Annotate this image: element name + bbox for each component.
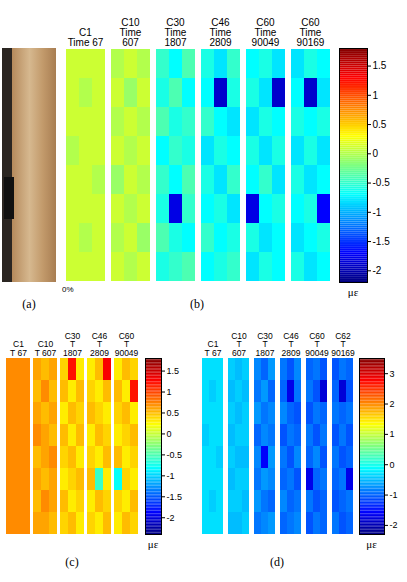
- svg-text:-2: -2: [373, 265, 382, 276]
- svg-text:C60Time90049: C60Time90049: [252, 17, 280, 48]
- svg-text:-1.5: -1.5: [373, 236, 391, 247]
- svg-text:C10T 607: C10T 607: [35, 339, 57, 358]
- svg-text:3: 3: [390, 369, 395, 379]
- svg-text:-1: -1: [390, 490, 398, 500]
- svg-text:C10T607: C10T607: [231, 331, 247, 358]
- html-text:(c): (c): [65, 555, 79, 569]
- svg-text:C30T1807: C30T1807: [63, 331, 82, 358]
- svg-text:1: 1: [373, 90, 379, 101]
- svg-text:C46Time2809: C46Time2809: [209, 17, 232, 48]
- svg-text:C1T 67: C1T 67: [10, 339, 27, 358]
- svg-text:-2: -2: [390, 520, 398, 530]
- svg-text:C46T2809: C46T2809: [90, 331, 109, 358]
- svg-text:0.5: 0.5: [373, 119, 387, 130]
- svg-text:-1.5: -1.5: [167, 492, 183, 502]
- svg-text:C30T1807: C30T1807: [256, 331, 275, 358]
- svg-text:C60T90049: C60T90049: [305, 331, 329, 358]
- svg-text:C60T90049: C60T90049: [115, 331, 139, 358]
- svg-text:0: 0: [373, 148, 379, 159]
- svg-text:C1T 67: C1T 67: [205, 339, 222, 358]
- html-text:με: με: [147, 538, 159, 550]
- html-text:(a): (a): [22, 297, 36, 311]
- html-text:(b): (b): [190, 297, 204, 311]
- svg-text:2: 2: [390, 399, 395, 409]
- svg-text:C46T2809: C46T2809: [282, 331, 301, 358]
- svg-text:1: 1: [167, 387, 172, 397]
- svg-text:-1: -1: [167, 471, 175, 481]
- svg-text:C62T90169: C62T90169: [331, 331, 355, 358]
- svg-text:-2: -2: [167, 513, 175, 523]
- svg-text:-0.5: -0.5: [167, 450, 183, 460]
- svg-text:C30Time1807: C30Time1807: [164, 17, 187, 48]
- svg-text:C60Time90169: C60Time90169: [297, 17, 325, 48]
- svg-text:C1Time 67: C1Time 67: [68, 27, 104, 48]
- svg-text:-0.5: -0.5: [373, 177, 391, 188]
- html-text:με: με: [366, 538, 377, 550]
- svg-text:C10Time607: C10Time607: [120, 17, 142, 48]
- svg-text:-1: -1: [373, 207, 382, 218]
- svg-text:0: 0: [167, 429, 172, 439]
- svg-text:0.5: 0.5: [167, 408, 180, 418]
- html-text:με: με: [347, 286, 359, 298]
- html-text:0%: 0%: [62, 285, 74, 294]
- svg-text:0: 0: [390, 460, 395, 470]
- html-text:(d): (d): [270, 555, 284, 569]
- svg-text:1.5: 1.5: [167, 366, 180, 376]
- svg-text:1: 1: [390, 429, 395, 439]
- svg-text:1.5: 1.5: [373, 60, 387, 71]
